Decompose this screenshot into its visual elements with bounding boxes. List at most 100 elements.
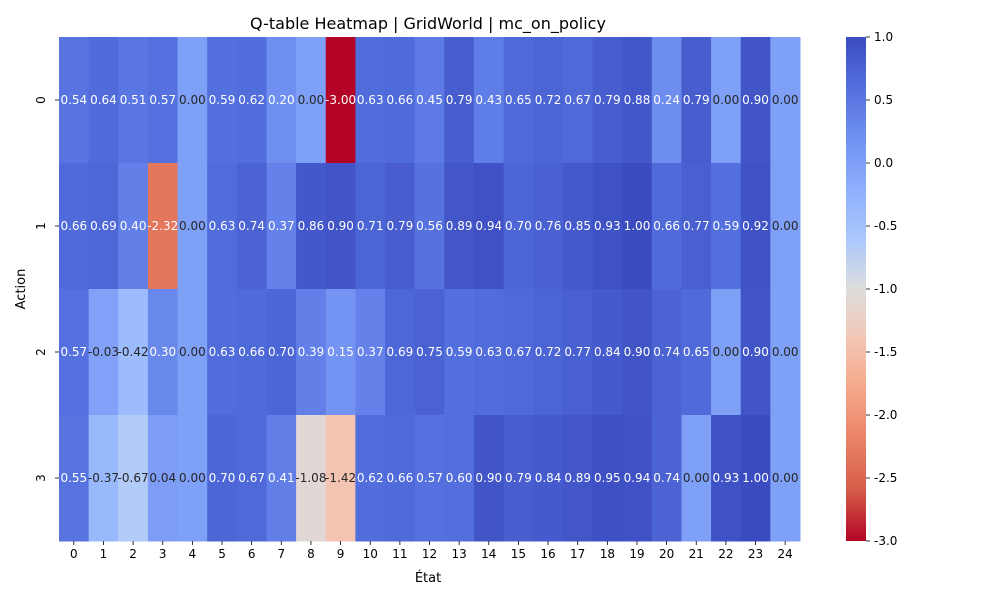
heatmap-cell xyxy=(296,289,327,416)
heatmap-cell xyxy=(88,289,119,416)
heatmap-cell-label: 0.70 xyxy=(505,219,532,233)
heatmap-cell-label: 0.57 xyxy=(60,345,87,359)
heatmap-cell-label: 0.59 xyxy=(713,219,740,233)
heatmap-cell xyxy=(355,163,386,290)
colorbar-tick-label: 0.0 xyxy=(874,156,893,170)
heatmap-cell xyxy=(385,415,416,542)
x-tick-label: 3 xyxy=(159,547,167,561)
heatmap-cell xyxy=(236,415,267,542)
heatmap-cell-label: 0.69 xyxy=(90,219,117,233)
heatmap-cell xyxy=(325,289,356,416)
heatmap-cell xyxy=(503,289,534,416)
heatmap-cell xyxy=(266,415,297,542)
heatmap-cell xyxy=(266,163,297,290)
heatmap-cell-label: 0.00 xyxy=(713,345,740,359)
heatmap-cell-label: 0.40 xyxy=(120,219,147,233)
heatmap-cell xyxy=(177,415,208,542)
heatmap-cell-label: 0.90 xyxy=(742,345,769,359)
heatmap-cell xyxy=(562,415,594,542)
heatmap-cell-label: 0.43 xyxy=(475,93,502,107)
heatmap-cell xyxy=(473,37,505,164)
heatmap-cell xyxy=(622,415,653,542)
heatmap-cell-label: 0.20 xyxy=(268,93,295,107)
heatmap-cell xyxy=(325,415,356,542)
heatmap-cell xyxy=(177,163,208,290)
x-tick-label: 14 xyxy=(481,547,496,561)
colorbar-tick-label: -1.0 xyxy=(874,282,897,296)
x-tick-label: 5 xyxy=(218,547,226,561)
heatmap-cell xyxy=(59,163,90,290)
heatmap-cell xyxy=(147,163,179,290)
heatmap-cell xyxy=(444,415,475,542)
heatmap-cell-label: 0.66 xyxy=(387,93,414,107)
heatmap-cell xyxy=(296,37,327,164)
heatmap-cell xyxy=(147,289,179,416)
heatmap-cell-label: 0.94 xyxy=(624,471,651,485)
heatmap-cell xyxy=(385,37,416,164)
x-axis-ticks: 0 1 2 3 4 5 6 7 8 9 10 11 12 13 14 15 16 17 18 19 20 21 22 23 24 xyxy=(70,541,793,561)
heatmap-cell-label: 0.00 xyxy=(772,93,799,107)
heatmap-cell xyxy=(562,163,594,290)
heatmap-cell-label: -1.08 xyxy=(295,471,326,485)
y-tick-label: 2 xyxy=(34,348,48,356)
colorbar-tick-label: 0.5 xyxy=(874,93,893,107)
heatmap-cell-label: 0.65 xyxy=(683,345,710,359)
heatmap-cell xyxy=(651,289,682,416)
x-tick-label: 11 xyxy=(392,547,407,561)
heatmap-cell xyxy=(414,37,445,164)
heatmap-cell-label: 0.63 xyxy=(475,345,502,359)
heatmap-cell-label: 0.89 xyxy=(446,219,473,233)
heatmap-cell xyxy=(236,163,267,290)
heatmap-cell-label: 0.74 xyxy=(238,219,265,233)
heatmap-cell xyxy=(770,289,801,416)
heatmap-cell-label: 0.74 xyxy=(653,471,680,485)
heatmap-cell xyxy=(533,415,564,542)
heatmap-cell xyxy=(325,163,356,290)
heatmap-cell xyxy=(414,163,445,290)
heatmap-cell-label: 0.74 xyxy=(653,345,680,359)
heatmap-cell-label: 0.39 xyxy=(298,345,325,359)
colorbar-tick-label: 1.0 xyxy=(874,30,893,44)
heatmap-cell xyxy=(681,37,712,164)
heatmap-cell-label: -0.37 xyxy=(88,471,119,485)
heatmap-cell xyxy=(592,37,623,164)
heatmap-cell-label: 0.62 xyxy=(357,471,384,485)
heatmap-cell xyxy=(651,37,682,164)
x-axis-label: État xyxy=(415,570,441,586)
heatmap-cell xyxy=(651,415,682,542)
heatmap-cell-label: 0.79 xyxy=(387,219,414,233)
heatmap-cell-label: 0.75 xyxy=(416,345,443,359)
heatmap-cell-label: 0.60 xyxy=(446,471,473,485)
heatmap-cell-label: 0.70 xyxy=(268,345,295,359)
heatmap-cell xyxy=(503,37,534,164)
heatmap-cell-label: 0.79 xyxy=(594,93,621,107)
heatmap-cell xyxy=(711,415,742,542)
x-tick-label: 21 xyxy=(689,547,704,561)
heatmap-cell-label: 0.62 xyxy=(238,93,265,107)
heatmap-cell-label: 0.56 xyxy=(416,219,443,233)
x-tick-label: 15 xyxy=(511,547,526,561)
heatmap-cell-label: 0.00 xyxy=(772,345,799,359)
heatmap-cell-label: 0.72 xyxy=(535,93,562,107)
heatmap-cell-label: 0.90 xyxy=(327,219,354,233)
heatmap-cell xyxy=(296,415,327,542)
heatmap-cell xyxy=(118,289,149,416)
heatmap-cell-label: 0.79 xyxy=(505,471,532,485)
x-tick-label: 1 xyxy=(100,547,108,561)
heatmap-cell xyxy=(296,163,327,290)
heatmap-cell-label: 0.59 xyxy=(446,345,473,359)
heatmap-cell xyxy=(88,37,119,164)
heatmap-cell xyxy=(385,289,416,416)
colorbar-tick-label: -3.0 xyxy=(874,534,897,548)
heatmap-cell-label: 0.77 xyxy=(564,345,591,359)
x-tick-label: 24 xyxy=(778,547,793,561)
heatmap-cell-label: 0.93 xyxy=(713,471,740,485)
x-tick-label: 7 xyxy=(277,547,285,561)
heatmap-cell-label: 0.77 xyxy=(683,219,710,233)
heatmap-cell xyxy=(59,289,90,416)
heatmap-cell-label: 0.00 xyxy=(179,345,206,359)
heatmap-cell xyxy=(711,37,742,164)
heatmap-cell xyxy=(562,289,594,416)
y-axis-ticks: 0 1 2 3 xyxy=(34,96,59,482)
chart-title: Q-table Heatmap | GridWorld | mc_on_poli… xyxy=(250,14,606,34)
